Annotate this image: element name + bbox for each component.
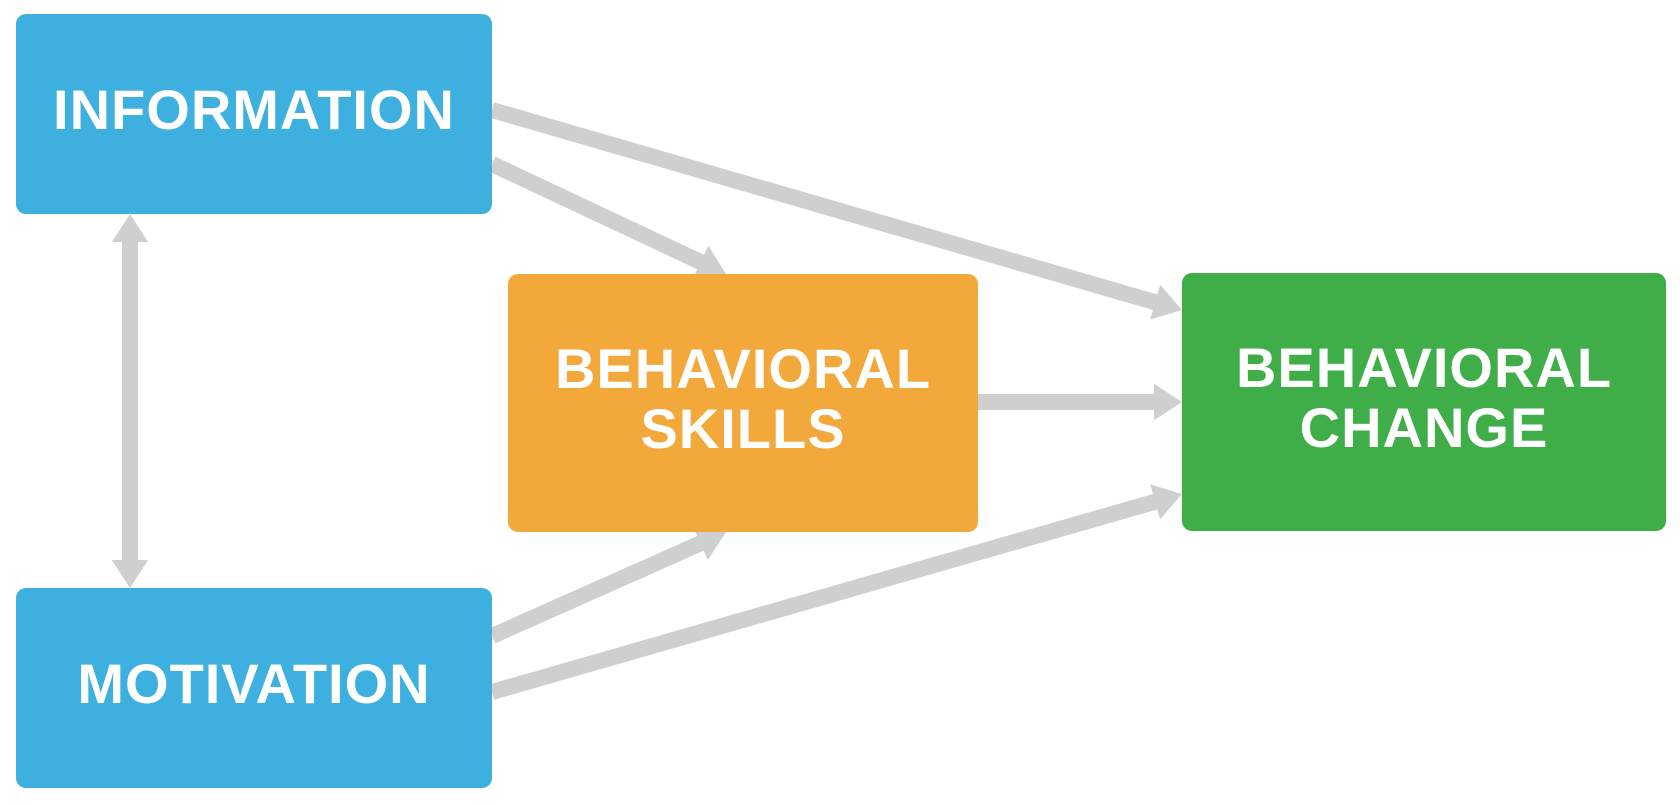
- arrowhead: [112, 560, 148, 588]
- node-information-label: INFORMATION: [53, 78, 455, 141]
- edge-motivation-to-skills: [492, 542, 703, 636]
- node-change-label: BEHAVIORAL: [1236, 336, 1612, 399]
- node-skills: BEHAVIORALSKILLS: [508, 274, 978, 532]
- edge-info-to-skills: [492, 164, 703, 263]
- imb-model-diagram: INFORMATIONMOTIVATIONBEHAVIORALSKILLSBEH…: [0, 0, 1680, 805]
- node-change-label: CHANGE: [1300, 396, 1549, 459]
- node-motivation: MOTIVATION: [16, 588, 492, 788]
- node-motivation-label: MOTIVATION: [77, 652, 430, 715]
- arrowhead: [1154, 384, 1182, 420]
- node-skills-label: BEHAVIORAL: [555, 337, 931, 400]
- nodes-layer: INFORMATIONMOTIVATIONBEHAVIORALSKILLSBEH…: [16, 14, 1666, 788]
- arrowhead: [112, 214, 148, 242]
- node-skills-label: SKILLS: [640, 397, 845, 460]
- node-information: INFORMATION: [16, 14, 492, 214]
- node-change: BEHAVIORALCHANGE: [1182, 273, 1666, 531]
